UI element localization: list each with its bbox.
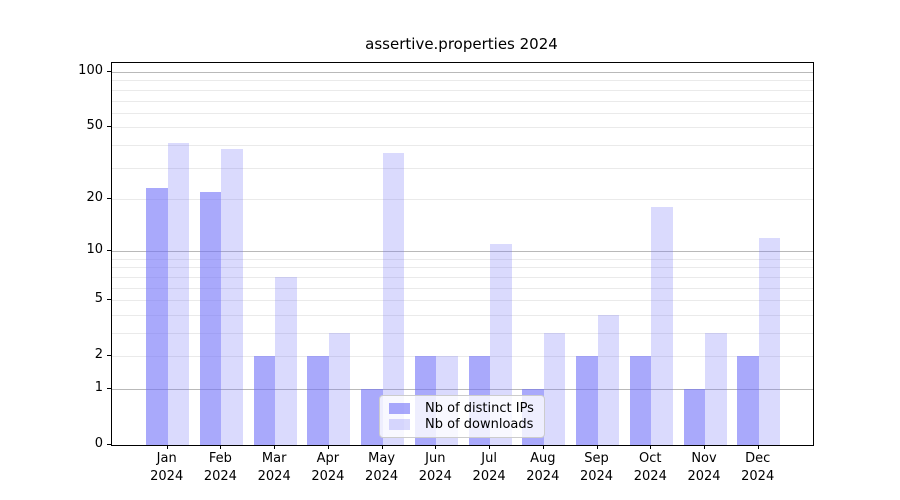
bar-s0-may <box>361 389 383 445</box>
x-tick-label: Jul 2024 <box>472 451 506 484</box>
gridline-minor <box>112 198 813 200</box>
gridline-minor <box>112 300 813 302</box>
x-tick-label: Jan 2024 <box>150 451 184 484</box>
x-tick-label: May 2024 <box>365 451 399 484</box>
bar-s1-feb <box>221 148 243 445</box>
x-tick-label: Apr 2024 <box>311 451 345 484</box>
legend-item-distinct-ips: Nb of distinct IPs <box>389 401 535 416</box>
gridline-major <box>112 251 813 253</box>
y-tick-label: 5 <box>94 291 103 307</box>
y-tick-label: 100 <box>78 63 103 78</box>
y-tick-label: 0 <box>94 436 103 451</box>
y-tick-mark <box>107 197 111 199</box>
gridline-minor <box>112 287 813 289</box>
legend-label-downloads: Nb of downloads <box>425 417 534 433</box>
x-tick-mark <box>704 445 705 449</box>
legend-swatch-distinct-ips <box>389 402 410 414</box>
bar-s0-sep <box>576 356 598 445</box>
legend-swatch-downloads <box>389 419 410 431</box>
gridline-minor <box>112 276 813 278</box>
x-tick-label: Feb 2024 <box>203 451 237 484</box>
x-tick-mark <box>542 445 544 449</box>
plot-area <box>111 62 814 446</box>
legend: Nb of distinct IPs Nb of downloads <box>379 395 545 438</box>
gridline-minor <box>112 258 813 260</box>
bar-s0-jan <box>146 188 168 445</box>
x-tick-mark <box>381 445 383 449</box>
y-tick-mark <box>107 444 111 445</box>
bar-s1-jul <box>490 244 512 445</box>
gridline-minor <box>112 127 813 129</box>
gridline-minor <box>112 167 813 169</box>
x-tick-mark <box>220 445 222 449</box>
x-tick-mark <box>274 445 276 449</box>
bar-s1-apr <box>328 333 351 445</box>
x-tick-label: Dec 2024 <box>741 451 775 484</box>
gridline-major <box>112 72 813 73</box>
bar-s1-mar <box>275 276 297 445</box>
gridline-minor <box>112 356 813 358</box>
gridline-minor <box>112 144 813 146</box>
x-tick-label: Oct 2024 <box>633 451 667 484</box>
x-tick-mark <box>327 445 329 449</box>
x-tick-label: Sep 2024 <box>579 451 614 484</box>
bar-s1-oct <box>651 207 673 445</box>
x-tick-label: Aug 2024 <box>526 451 560 484</box>
x-tick-mark <box>489 445 491 449</box>
gridline-major <box>112 389 813 390</box>
x-tick-mark <box>757 445 759 449</box>
y-tick-label: 1 <box>94 380 103 395</box>
bar-s1-dec <box>758 237 781 445</box>
x-tick-mark <box>435 445 437 449</box>
y-tick-label: 50 <box>86 118 103 134</box>
legend-label-distinct-ips: Nb of distinct IPs <box>425 400 534 416</box>
x-tick-mark <box>166 445 168 449</box>
bar-s0-dec <box>737 356 759 445</box>
y-tick-mark <box>107 299 111 301</box>
bar-s0-apr <box>307 356 329 445</box>
bar-s0-feb <box>199 191 222 445</box>
bar-s1-may <box>382 153 405 445</box>
y-tick-mark <box>107 126 111 128</box>
bar-s0-mar <box>253 356 276 445</box>
gridline-minor <box>112 333 813 334</box>
bar-s1-jan <box>167 142 190 445</box>
chart-title: assertive.properties 2024 <box>365 35 558 53</box>
y-tick-label: 2 <box>94 347 103 363</box>
gridline-minor <box>112 112 813 114</box>
gridline-minor <box>112 100 813 102</box>
y-tick-mark <box>107 355 111 357</box>
y-tick-label: 10 <box>86 242 103 258</box>
legend-item-downloads: Nb of downloads <box>389 417 535 432</box>
y-tick-mark <box>107 71 111 72</box>
bar-s1-nov <box>705 333 727 445</box>
bar-s1-sep <box>597 314 619 445</box>
gridline-minor <box>112 314 813 316</box>
x-tick-label: Nov 2024 <box>687 451 721 484</box>
x-tick-label: Mar 2024 <box>257 451 291 484</box>
x-tick-mark <box>650 445 652 449</box>
x-tick-label: Jun 2024 <box>418 451 452 484</box>
bar-s1-aug <box>543 333 566 445</box>
gridline-minor <box>112 80 813 82</box>
bar-s0-nov <box>683 389 705 445</box>
y-tick-mark <box>107 250 111 252</box>
y-tick-mark <box>107 388 111 389</box>
y-tick-label: 20 <box>86 189 103 205</box>
bar-s0-oct <box>629 356 652 445</box>
gridline-minor <box>112 267 813 269</box>
x-tick-mark <box>596 445 598 449</box>
gridline-minor <box>112 89 813 91</box>
